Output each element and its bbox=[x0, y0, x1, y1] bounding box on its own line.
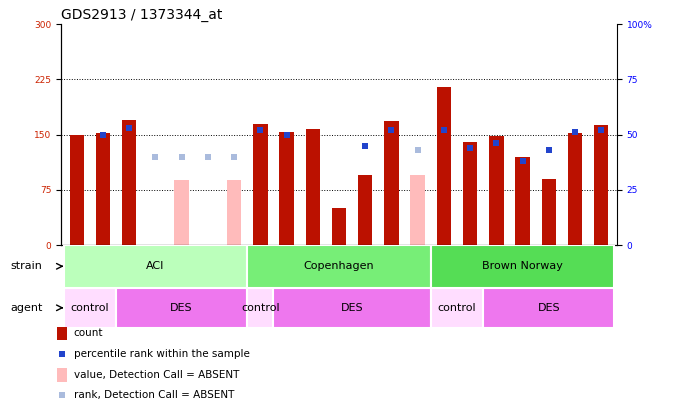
Bar bbox=[279, 132, 294, 245]
Bar bbox=[247, 288, 273, 328]
Text: control: control bbox=[438, 303, 477, 313]
Text: control: control bbox=[71, 303, 109, 313]
Bar bbox=[358, 175, 372, 245]
Text: strain: strain bbox=[10, 261, 42, 271]
Text: Brown Norway: Brown Norway bbox=[482, 261, 563, 271]
Text: ACI: ACI bbox=[146, 261, 165, 271]
Bar bbox=[410, 175, 425, 245]
Bar bbox=[332, 208, 346, 245]
Text: rank, Detection Call = ABSENT: rank, Detection Call = ABSENT bbox=[73, 390, 234, 400]
Bar bbox=[57, 326, 67, 340]
Bar bbox=[306, 129, 320, 245]
Text: DES: DES bbox=[170, 303, 193, 313]
Bar bbox=[431, 245, 614, 288]
Bar bbox=[253, 124, 268, 245]
Text: agent: agent bbox=[10, 303, 43, 313]
Bar bbox=[483, 288, 614, 328]
Bar bbox=[227, 180, 241, 245]
Bar bbox=[96, 133, 111, 245]
Text: DES: DES bbox=[538, 303, 560, 313]
Bar bbox=[64, 245, 247, 288]
Text: DES: DES bbox=[341, 303, 363, 313]
Bar bbox=[489, 136, 504, 245]
Bar bbox=[594, 125, 608, 245]
Bar bbox=[247, 245, 431, 288]
Bar bbox=[122, 120, 136, 245]
Bar bbox=[437, 87, 451, 245]
Text: control: control bbox=[241, 303, 279, 313]
Bar bbox=[431, 288, 483, 328]
Text: value, Detection Call = ABSENT: value, Detection Call = ABSENT bbox=[73, 370, 239, 380]
Bar bbox=[567, 133, 582, 245]
Bar bbox=[70, 134, 84, 245]
Bar bbox=[515, 157, 530, 245]
Bar bbox=[273, 288, 431, 328]
Bar bbox=[57, 368, 67, 382]
Bar bbox=[174, 180, 189, 245]
Text: Copenhagen: Copenhagen bbox=[304, 261, 374, 271]
Bar bbox=[64, 288, 116, 328]
Bar bbox=[116, 288, 247, 328]
Bar bbox=[384, 122, 399, 245]
Text: GDS2913 / 1373344_at: GDS2913 / 1373344_at bbox=[61, 8, 222, 22]
Text: count: count bbox=[73, 328, 103, 339]
Bar bbox=[463, 142, 477, 245]
Text: percentile rank within the sample: percentile rank within the sample bbox=[73, 349, 250, 359]
Bar bbox=[542, 179, 556, 245]
